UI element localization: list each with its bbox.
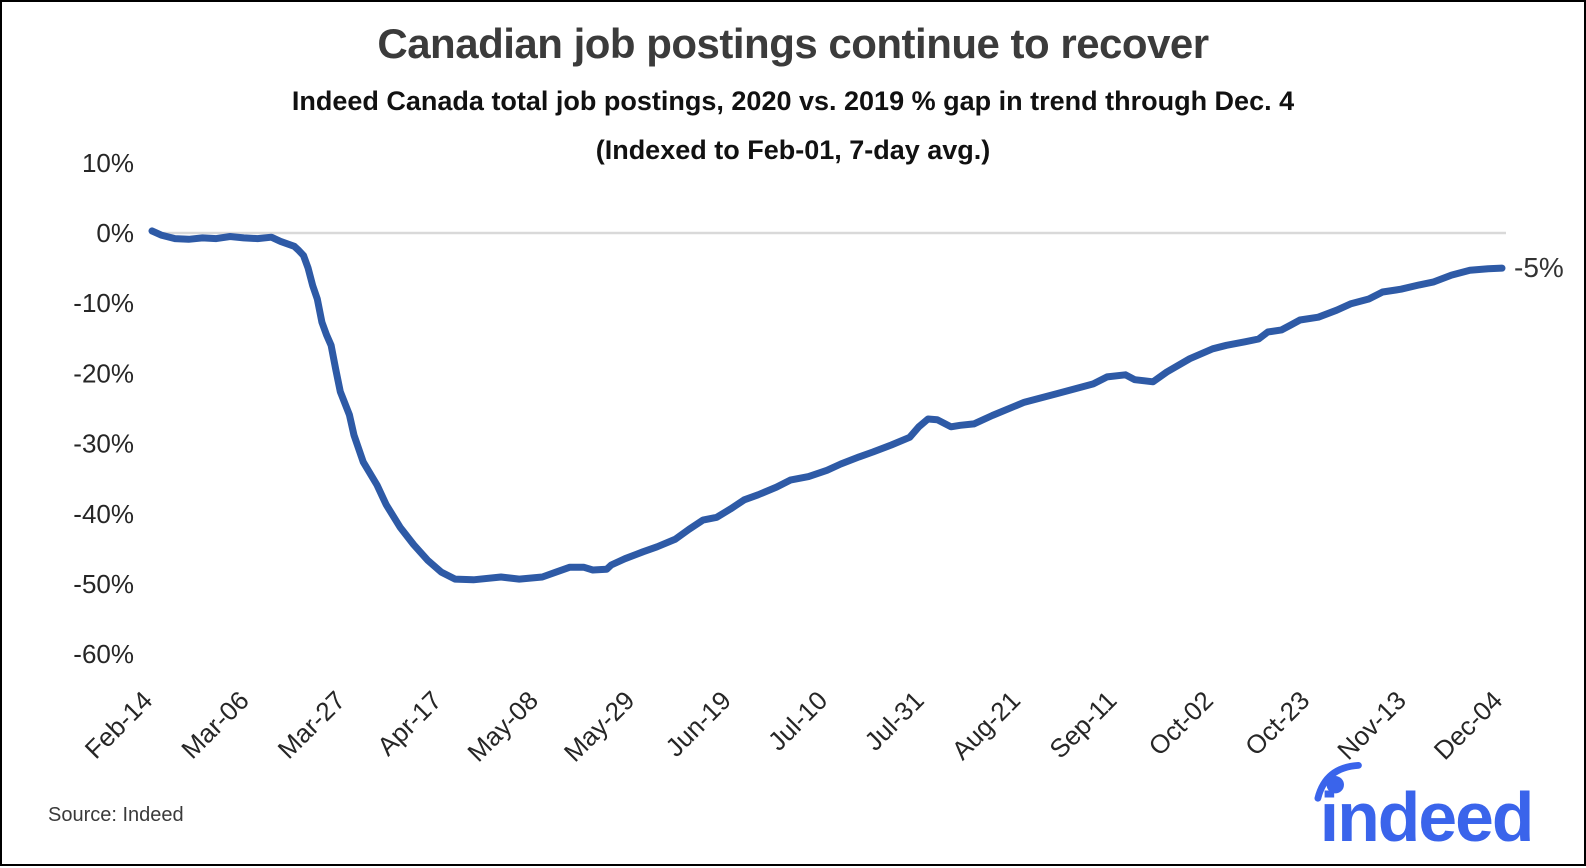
x-axis-label: Dec-04 <box>1428 685 1508 765</box>
x-axis-label: Oct-23 <box>1239 685 1315 761</box>
chart-subtitle: Indeed Canada total job postings, 2020 v… <box>291 86 1295 116</box>
chart-title: Canadian job postings continue to recove… <box>377 20 1209 67</box>
trend-line <box>148 227 1506 584</box>
x-axis-label: Jun-19 <box>659 685 736 762</box>
x-axis-label: Apr-17 <box>371 685 447 761</box>
y-axis-label: -20% <box>73 358 134 388</box>
x-axis-label: Jul-10 <box>762 685 833 756</box>
x-axis-label: Mar-27 <box>272 685 351 764</box>
indeed-logo-text: indeed <box>1320 778 1533 854</box>
x-axis-label: Aug-21 <box>946 685 1026 765</box>
x-axis-label: Nov-13 <box>1331 685 1411 765</box>
y-axis-label: -60% <box>73 639 134 669</box>
y-axis-label: -50% <box>73 569 134 599</box>
y-axis-label: -10% <box>73 288 134 318</box>
indeed-logo: indeed <box>1314 758 1546 856</box>
indeed-logo-arc <box>1314 762 1362 802</box>
y-axis-label: 0% <box>96 218 134 248</box>
y-axis-label: 10% <box>82 148 134 178</box>
x-axis-label: May-08 <box>461 685 544 768</box>
x-axis-label: Mar-06 <box>175 685 254 764</box>
y-axis-label: -40% <box>73 499 134 529</box>
x-axis-label: Oct-02 <box>1143 685 1219 761</box>
end-value-label: -5% <box>1514 252 1564 283</box>
x-axis-label: Sep-11 <box>1043 685 1122 764</box>
x-axis-label: Feb-14 <box>79 685 158 764</box>
indeed-logo-dot <box>1326 776 1344 794</box>
y-axis-label: -30% <box>73 429 134 459</box>
chart-subtitle-note: (Indexed to Feb-01, 7-day avg.) <box>595 135 991 165</box>
x-axis-label: May-29 <box>558 685 641 768</box>
source-note: Source: Indeed <box>48 804 184 826</box>
indeed-logo-graphic: indeed <box>1314 762 1534 856</box>
x-axis-label: Jul-31 <box>858 685 929 756</box>
